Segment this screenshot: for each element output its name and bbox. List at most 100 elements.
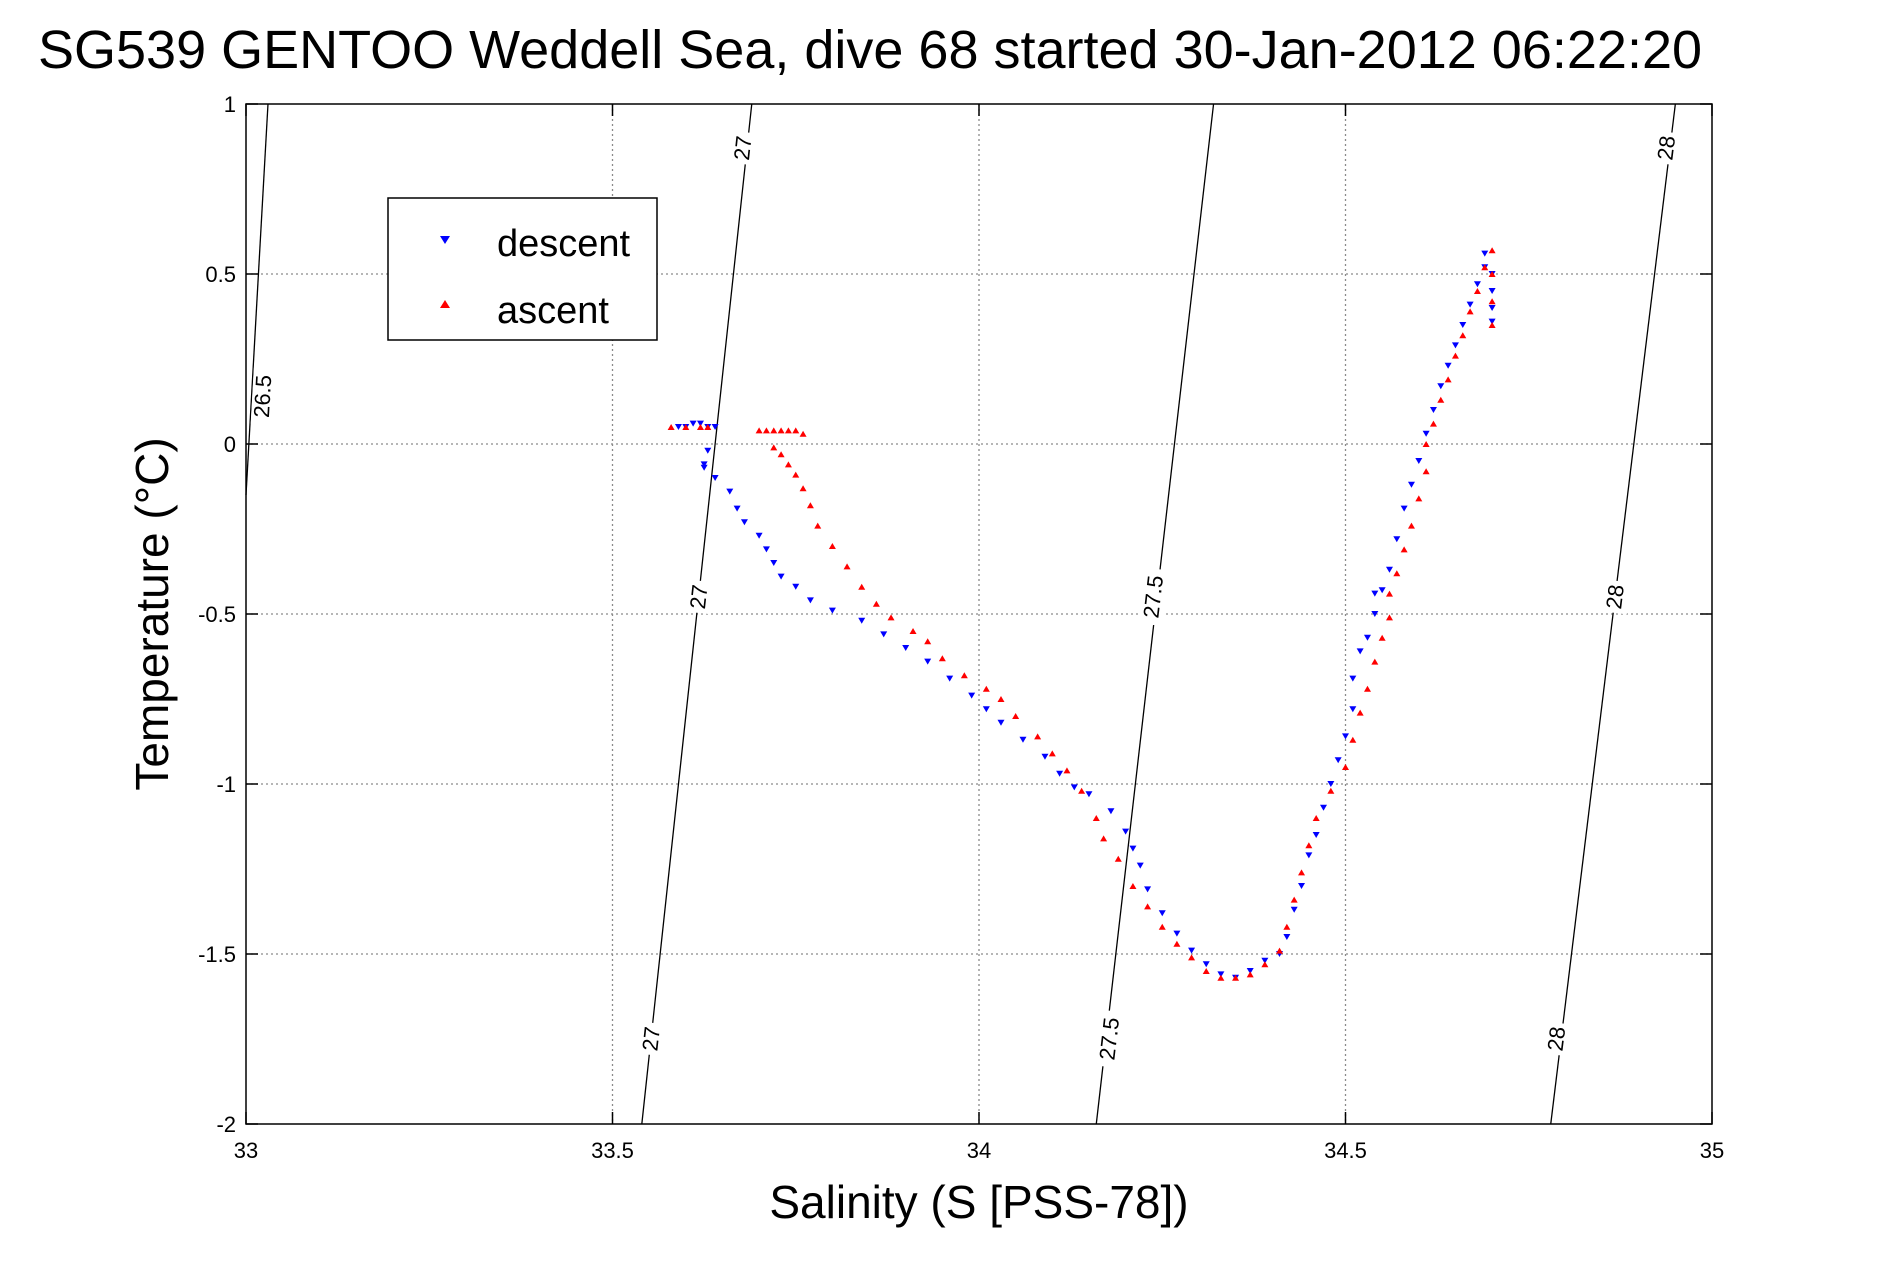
descent-point [1415, 458, 1423, 464]
ascent-point [1466, 308, 1474, 315]
ascent-point [1283, 923, 1291, 930]
ascent-point [1437, 396, 1445, 403]
isopycnal-label: 28 [1601, 583, 1629, 610]
descent-point [858, 617, 866, 624]
ascent-point [1327, 787, 1335, 794]
ascent-point [843, 563, 851, 570]
ascent-point [1276, 947, 1284, 954]
ascent-point [1429, 420, 1437, 427]
isopycnal-label-background [730, 131, 759, 166]
ascent-point [1012, 713, 1020, 719]
descent-point [1349, 706, 1357, 713]
descent-point [902, 645, 910, 651]
y-tick-label: -0.5 [198, 602, 236, 627]
ascent-point [1298, 869, 1306, 876]
descent-point [777, 573, 785, 580]
isopycnal-label: 27.5 [1094, 1016, 1124, 1061]
descent-point [1473, 281, 1481, 288]
ascent-point [1034, 733, 1042, 740]
ascent-point [762, 427, 770, 434]
ascent-point [1144, 903, 1152, 910]
ascent-point [1371, 658, 1379, 665]
legend-descent-label: descent [497, 223, 631, 265]
descent-point [828, 607, 836, 614]
descent-point [1070, 784, 1078, 791]
descent-point [1305, 852, 1313, 859]
descent-point [700, 464, 708, 471]
descent-point [711, 424, 719, 430]
y-tick-label: 0 [224, 432, 236, 457]
ascent-point [858, 583, 866, 590]
ascent-point [1114, 855, 1122, 862]
ascent-point [1356, 709, 1364, 716]
ascent-point [1129, 883, 1137, 889]
descent-point [982, 706, 990, 713]
descent-point [1393, 536, 1401, 543]
descent-point [733, 505, 741, 512]
ascent-point [1459, 332, 1467, 339]
ascent-point [1363, 685, 1371, 692]
descent-point [1444, 362, 1452, 369]
data-points [667, 247, 1496, 981]
descent-point [1144, 886, 1152, 893]
ascent-point [1092, 815, 1100, 821]
descent-point [755, 532, 763, 539]
isopycnal-line [245, 103, 269, 496]
descent-point [1407, 481, 1415, 488]
ascent-point [1078, 787, 1086, 794]
descent-point [946, 675, 954, 682]
ascent-point [1349, 736, 1357, 743]
ascent-point [909, 628, 917, 634]
y-tick-label: -1.5 [198, 942, 236, 967]
ascent-point [792, 471, 800, 478]
ascent-point [1261, 961, 1269, 968]
descent-point [1488, 305, 1496, 311]
descent-point [1202, 961, 1210, 968]
isopycnal-label: 28 [1652, 134, 1680, 161]
isopycnal-label-background [1654, 130, 1682, 166]
ascent-point [1217, 974, 1225, 981]
descent-point [1056, 770, 1064, 777]
ascent-point [960, 672, 968, 679]
ascent-point [1451, 352, 1459, 359]
x-tick-label: 35 [1700, 1138, 1724, 1163]
ascent-point [828, 543, 836, 549]
descent-point [792, 583, 800, 590]
isopycnal-label-background [1544, 1021, 1572, 1057]
ascent-point [704, 424, 712, 430]
x-tick-label: 33.5 [591, 1138, 634, 1163]
isopycnal-label: 26.5 [249, 374, 276, 418]
descent-point [726, 488, 734, 495]
descent-point [1334, 757, 1342, 764]
y-tick-label: 1 [224, 92, 236, 117]
ascent-point [1415, 495, 1423, 502]
ascent-point [799, 485, 807, 492]
descent-point [1129, 845, 1137, 852]
isopycnal-label: 28 [1543, 1025, 1571, 1052]
isopycnal-label: 27.5 [1138, 574, 1168, 619]
ascent-point [1444, 376, 1452, 383]
ascent-point [1488, 247, 1496, 254]
isopycnal-contours: 26.5 27 27 27 27.5 27.5 28 28 28 [245, 103, 1682, 1125]
tick-marks [245, 103, 1713, 1125]
ascent-point [1048, 750, 1056, 757]
descent-point [1290, 906, 1298, 913]
ascent-point [1100, 835, 1108, 842]
descent-point [1041, 753, 1049, 760]
ascent-point [887, 614, 895, 621]
ascent-point [696, 424, 704, 430]
ascent-point [770, 427, 778, 434]
descent-point [1327, 781, 1335, 787]
descent-point [1385, 566, 1393, 573]
legend: descent ascent [387, 197, 658, 341]
ascent-point [806, 502, 814, 509]
descent-point [1246, 968, 1254, 974]
ascent-point [1385, 614, 1393, 621]
ascent-point [784, 427, 792, 434]
ascent-point [872, 600, 880, 607]
descent-point [1158, 910, 1166, 917]
x-tick-label: 34.5 [1324, 1138, 1367, 1163]
descent-point [1122, 828, 1130, 835]
descent-point [806, 597, 814, 604]
descent-point [1488, 318, 1496, 325]
